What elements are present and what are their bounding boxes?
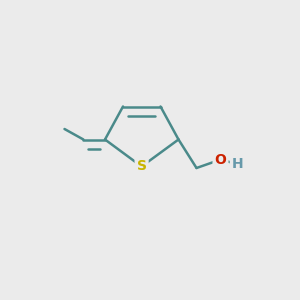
Text: O: O [214,153,226,166]
Text: S: S [136,160,147,173]
Text: H: H [232,157,243,171]
